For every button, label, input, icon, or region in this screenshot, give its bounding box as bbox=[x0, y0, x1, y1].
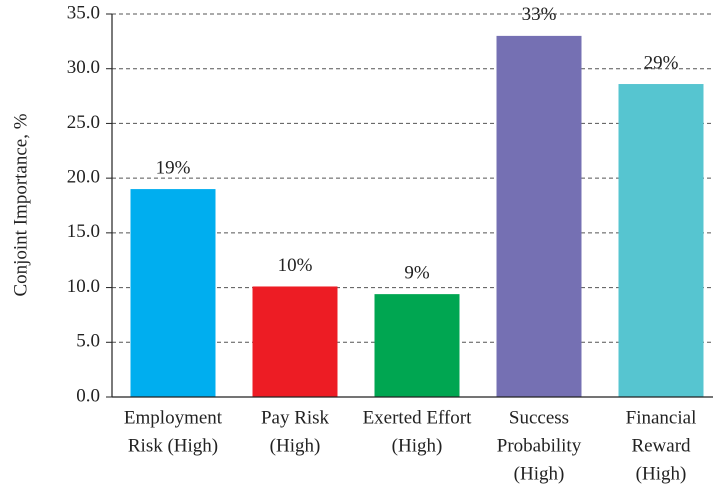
bar bbox=[374, 294, 460, 397]
y-tick-label: 25.0 bbox=[67, 112, 100, 133]
y-tick-label: 0.0 bbox=[76, 385, 100, 406]
x-tick-label: Employment bbox=[124, 407, 223, 428]
bar bbox=[618, 84, 704, 397]
x-tick-label: Exerted Effort bbox=[363, 407, 473, 428]
bar bbox=[252, 286, 338, 397]
value-label: 29% bbox=[644, 52, 679, 73]
y-tick-label: 5.0 bbox=[76, 331, 100, 352]
y-tick-label: 15.0 bbox=[67, 221, 100, 242]
x-tick-label: (High) bbox=[514, 463, 565, 484]
value-label: 33% bbox=[522, 4, 557, 25]
y-tick-label: 20.0 bbox=[67, 167, 100, 188]
y-tick-label: 10.0 bbox=[67, 276, 100, 297]
x-tick-label: Risk (High) bbox=[128, 435, 218, 456]
y-tick-label: 35.0 bbox=[67, 2, 100, 23]
x-tick-label: (High) bbox=[636, 463, 687, 484]
value-label: 10% bbox=[278, 255, 313, 276]
y-tick-label: 30.0 bbox=[67, 57, 100, 78]
y-axis-label: Conjoint Importance, % bbox=[10, 113, 31, 296]
bar bbox=[496, 35, 582, 398]
x-tick-label: Pay Risk bbox=[261, 407, 330, 428]
bar bbox=[130, 189, 216, 397]
x-tick-label: Success bbox=[509, 407, 569, 428]
x-tick-label: Reward bbox=[631, 435, 691, 456]
value-label: 9% bbox=[404, 262, 430, 283]
value-label: 19% bbox=[156, 157, 191, 178]
x-tick-label: Financial bbox=[626, 407, 697, 428]
x-tick-label: (High) bbox=[270, 435, 321, 456]
x-tick-label: (High) bbox=[392, 435, 443, 456]
x-tick-label: Probability bbox=[497, 435, 582, 456]
